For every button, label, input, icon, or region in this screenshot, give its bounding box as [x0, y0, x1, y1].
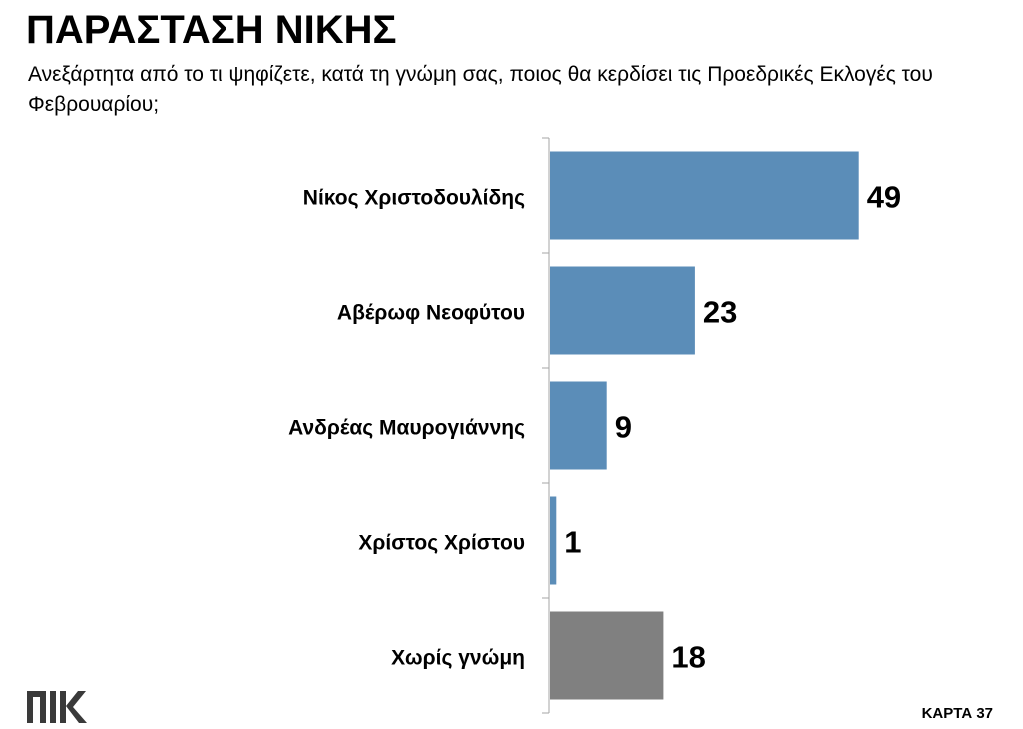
data-label: 18	[671, 640, 705, 675]
category-label: Νίκος Χριστοδουλίδης	[303, 187, 525, 210]
bar	[550, 266, 695, 355]
page-title: ΠΑΡΑΣΤΑΣΗ ΝΙΚΗΣ	[26, 8, 397, 52]
category-label: Χωρίς γνώμη	[391, 647, 525, 670]
data-label: 1	[564, 525, 581, 560]
data-label: 49	[867, 180, 901, 215]
category-label: Χρίστος Χρίστου	[358, 532, 525, 555]
data-label: 23	[703, 295, 737, 330]
bar	[550, 381, 607, 470]
data-label: 9	[615, 410, 632, 445]
pik-logo	[27, 691, 87, 723]
bar	[550, 611, 664, 700]
question-subtitle: Ανεξάρτητα από το τι ψηφίζετε, κατά τη γ…	[28, 63, 933, 116]
bar	[550, 151, 859, 240]
category-label: Αβέρωφ Νεοφύτου	[337, 302, 525, 325]
category-label: Ανδρέας Μαυρογιάννης	[288, 417, 525, 440]
card-number-label: ΚΑΡΤΑ 37	[921, 705, 993, 722]
bar	[550, 496, 557, 585]
